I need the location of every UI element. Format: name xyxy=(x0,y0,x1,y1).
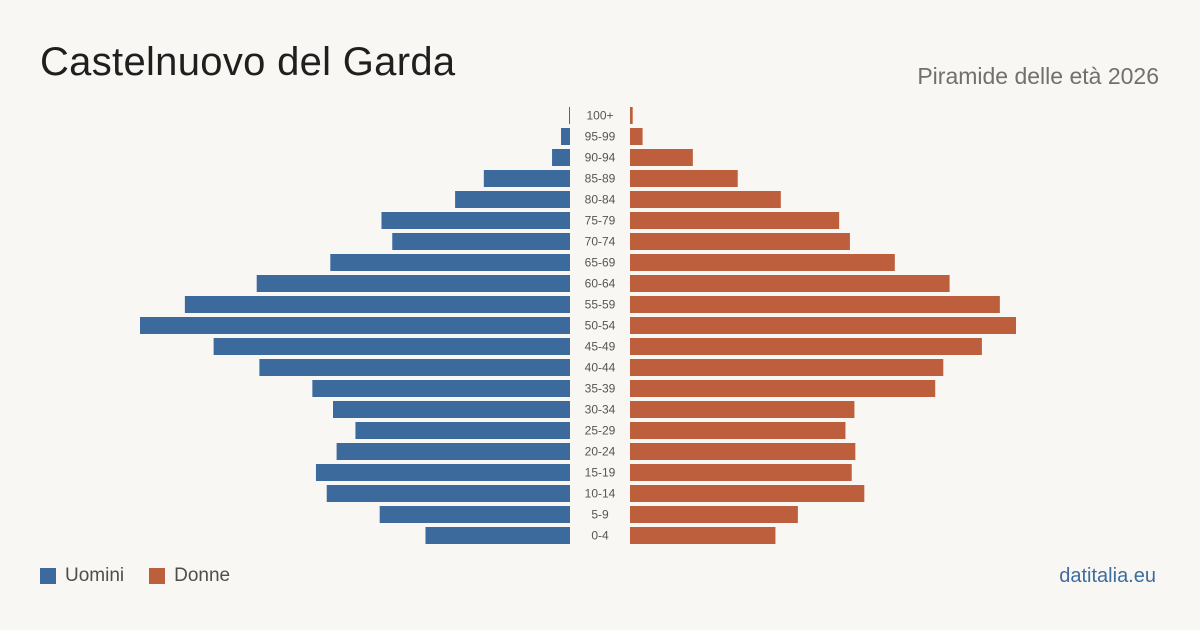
bar-women-50-54 xyxy=(630,317,1017,334)
legend-label-women: Donne xyxy=(174,565,231,586)
bar-men-65-69 xyxy=(330,254,570,271)
legend-swatch-women xyxy=(149,568,166,584)
age-label-75-79: 75-79 xyxy=(585,214,616,228)
bar-women-15-19 xyxy=(630,464,852,481)
bar-women-5-9 xyxy=(630,506,798,523)
age-label-35-39: 35-39 xyxy=(585,382,616,396)
age-label-20-24: 20-24 xyxy=(585,445,616,459)
bar-men-30-34 xyxy=(333,401,570,418)
bar-women-100plus xyxy=(630,107,633,124)
bar-men-0-4 xyxy=(425,527,570,544)
bar-men-40-44 xyxy=(259,359,570,376)
bar-men-35-39 xyxy=(312,380,570,397)
age-label-15-19: 15-19 xyxy=(585,466,616,480)
bar-women-10-14 xyxy=(630,485,865,502)
source-link[interactable]: datitalia.eu xyxy=(1059,565,1156,587)
age-label-5-9: 5-9 xyxy=(591,508,609,522)
age-label-40-44: 40-44 xyxy=(585,361,616,375)
bar-women-55-59 xyxy=(630,296,1000,313)
age-label-95-99: 95-99 xyxy=(585,130,616,144)
age-label-100plus: 100+ xyxy=(586,109,613,123)
age-label-80-84: 80-84 xyxy=(585,193,616,207)
age-label-50-54: 50-54 xyxy=(585,319,616,333)
bar-women-60-64 xyxy=(630,275,950,292)
age-label-10-14: 10-14 xyxy=(585,487,616,501)
bar-women-90-94 xyxy=(630,149,693,166)
age-label-85-89: 85-89 xyxy=(585,172,616,186)
legend-item-women: Donne xyxy=(149,565,230,587)
bar-women-0-4 xyxy=(630,527,776,544)
bar-women-40-44 xyxy=(630,359,944,376)
bar-men-50-54 xyxy=(140,317,570,334)
bar-women-65-69 xyxy=(630,254,895,271)
bar-men-5-9 xyxy=(379,506,570,523)
bar-women-25-29 xyxy=(630,422,846,439)
age-label-65-69: 65-69 xyxy=(585,256,616,270)
age-label-25-29: 25-29 xyxy=(585,424,616,438)
bar-men-60-64 xyxy=(256,275,570,292)
legend: Uomini Donne xyxy=(40,565,255,587)
bar-women-20-24 xyxy=(630,443,856,460)
legend-item-men: Uomini xyxy=(40,565,124,587)
age-label-60-64: 60-64 xyxy=(585,277,616,291)
bar-men-70-74 xyxy=(392,233,570,250)
bar-women-75-79 xyxy=(630,212,840,229)
bar-men-95-99 xyxy=(561,128,570,145)
bar-women-30-34 xyxy=(630,401,855,418)
bar-men-100plus xyxy=(569,107,570,124)
age-label-70-74: 70-74 xyxy=(585,235,616,249)
bar-men-10-14 xyxy=(326,485,570,502)
bar-men-20-24 xyxy=(336,443,570,460)
bar-men-45-49 xyxy=(213,338,570,355)
age-label-0-4: 0-4 xyxy=(591,529,609,543)
bar-women-95-99 xyxy=(630,128,643,145)
bar-women-80-84 xyxy=(630,191,781,208)
legend-swatch-men xyxy=(40,568,56,584)
age-label-30-34: 30-34 xyxy=(585,403,616,417)
bar-men-90-94 xyxy=(552,149,570,166)
bar-women-45-49 xyxy=(630,338,982,355)
legend-label-men: Uomini xyxy=(65,565,125,586)
age-label-90-94: 90-94 xyxy=(585,151,616,165)
bar-men-80-84 xyxy=(455,191,570,208)
chart-subtitle: Piramide delle età 2026 xyxy=(917,63,1159,89)
bar-women-35-39 xyxy=(630,380,936,397)
bar-men-15-19 xyxy=(315,464,570,481)
age-label-55-59: 55-59 xyxy=(585,298,616,312)
age-label-45-49: 45-49 xyxy=(585,340,616,354)
chart-title: Castelnuovo del Garda xyxy=(40,40,456,84)
bar-men-55-59 xyxy=(184,296,570,313)
bar-women-85-89 xyxy=(630,170,738,187)
bar-men-85-89 xyxy=(483,170,570,187)
bar-men-25-29 xyxy=(355,422,570,439)
bar-women-70-74 xyxy=(630,233,850,250)
bar-men-75-79 xyxy=(381,212,570,229)
